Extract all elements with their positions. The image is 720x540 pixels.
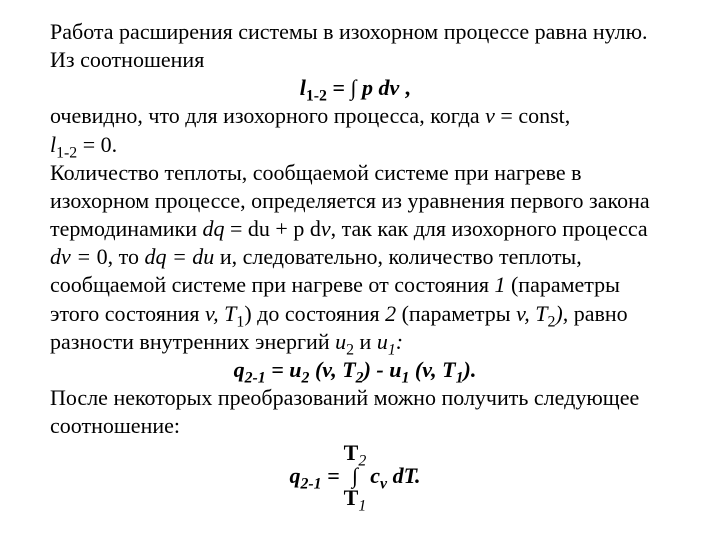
colon: : [396, 329, 403, 354]
document-page: Работа расширения системы в изохорном пр… [0, 0, 720, 540]
integral-sign: ∫ [352, 465, 358, 487]
text: Работа расширения системы в изохорном пр… [50, 19, 648, 72]
cv-sub: v [380, 475, 387, 492]
equation-q-integral: q2-1 = T2 ∫ T1 cv dT. [50, 442, 660, 509]
text: После некоторых преобразований можно пол… [50, 385, 639, 438]
eq-tail: , [399, 75, 410, 100]
integral-core: T2 ∫ T1 [344, 442, 367, 509]
text: ), [555, 301, 568, 326]
T: T [344, 485, 359, 510]
paragraph-transform: После некоторых преобразований можно пол… [50, 384, 660, 440]
text: = du + p d [225, 216, 321, 241]
eq: = [322, 463, 340, 488]
paragraph-intro: Работа расширения системы в изохорном пр… [50, 18, 660, 74]
params-vT: v, T [205, 301, 236, 326]
u1: u [377, 329, 388, 354]
eq: = [266, 357, 290, 382]
integral-upper-limit: T2 [344, 442, 367, 464]
var-dq: dq [203, 216, 225, 241]
u2: u [335, 329, 346, 354]
integral-lower-limit: T1 [344, 487, 367, 509]
paren: (v, T [409, 357, 455, 382]
state-2: 2 [385, 301, 396, 326]
eq-mid: = ∫ [327, 75, 362, 100]
u2: u [289, 357, 301, 382]
q: q [234, 357, 245, 382]
sub: 2 [358, 453, 366, 470]
q-sub: 2-1 [301, 475, 322, 492]
text: ) до состояния [244, 301, 385, 326]
equation-work-integral: l1-2 = ∫ p dv , [50, 74, 660, 102]
params-vT2: v, T [516, 301, 547, 326]
var-v: v [321, 216, 331, 241]
var-v: v [485, 103, 495, 128]
text: = const, [495, 103, 570, 128]
text: = 0. [77, 132, 117, 157]
text: очевидно, что для изохорного процесса, к… [50, 103, 485, 128]
state-1: 1 [494, 272, 505, 297]
q: q [290, 463, 301, 488]
sub: 1 [358, 498, 366, 515]
text: и [354, 329, 377, 354]
paren-close: ) [364, 357, 371, 382]
var-dv: dv = [50, 244, 97, 269]
paragraph-followup: очевидно, что для изохорного процесса, к… [50, 102, 660, 130]
paragraph-l-zero: l1-2 = 0. [50, 131, 660, 159]
integral-lhs: q2-1 = [290, 462, 340, 490]
paren-close: ). [464, 357, 477, 382]
T: T [344, 440, 359, 465]
text: 0, то [97, 244, 145, 269]
integral-rhs: cv dT. [370, 462, 420, 490]
paren: (v, T [309, 357, 355, 382]
var-dq-du: dq = du [144, 244, 214, 269]
dT: dT. [387, 463, 420, 488]
minus: - [371, 357, 389, 382]
paragraph-heat: Количество теплоты, сообщаемой системе п… [50, 159, 660, 356]
cv: c [370, 463, 380, 488]
equation-q-states: q2-1 = u2 (v, T2) - u1 (v, T1). [50, 356, 660, 384]
eq-rhs: p dv [362, 75, 399, 100]
u1: u [389, 357, 401, 382]
text: , так как для изохорного процесса [331, 216, 648, 241]
text: (параметры [396, 301, 516, 326]
